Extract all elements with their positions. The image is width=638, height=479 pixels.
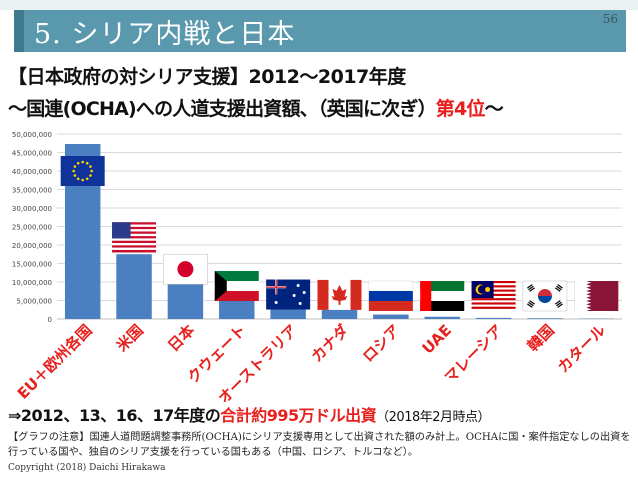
- headline-line2-prefix: ～国連(OCHA)への人道支援出資額、（英国に次ぎ）: [8, 98, 437, 120]
- x-tick-label: カナダ: [308, 321, 353, 366]
- x-tick-label: 日本: [164, 321, 198, 355]
- qatar-flag: [574, 281, 619, 311]
- x-tick-label: 米国: [113, 321, 147, 355]
- x-tick-label: 韓国: [524, 321, 558, 355]
- canada-flag: [317, 279, 362, 310]
- us-flag: [112, 222, 157, 253]
- y-tick-label: 20,000,000: [12, 242, 52, 250]
- bar-6: [373, 314, 409, 319]
- bar-8: [475, 317, 512, 319]
- summary-prefix: ⇒2012、13、16、17年度の: [8, 406, 221, 425]
- title-bar: [14, 10, 626, 52]
- summary-highlight: 合計約995万ドル出資: [220, 406, 377, 425]
- y-tick-label: 45,000,000: [12, 150, 52, 158]
- y-tick-label: 35,000,000: [12, 187, 52, 195]
- uae-flag: [420, 281, 465, 311]
- y-tick-label: 10,000,000: [12, 279, 52, 287]
- australia-flag: [266, 279, 311, 310]
- headline-rank-highlight: 第4位: [435, 98, 486, 120]
- y-tick-label: 40,000,000: [12, 168, 52, 176]
- bar-1: [116, 254, 152, 319]
- headline-line1: 【日本政府の対シリア支援】2012～2017年度: [8, 66, 406, 88]
- slide-title: 5. シリア内戦と日本: [34, 19, 296, 50]
- bar-7: [424, 316, 460, 319]
- russia-flag: [368, 280, 414, 311]
- bar-2: [167, 282, 204, 319]
- japan-flag: [163, 253, 208, 285]
- summary-date: （2018年2月時点）: [376, 410, 491, 425]
- y-tick-label: 5,000,000: [16, 298, 52, 306]
- bar-3: [219, 299, 255, 319]
- x-tick-label: カタール: [554, 321, 609, 376]
- donation-bar-chart: 0 5,000,000 10,000,000 15,000,000 20,000,000…: [12, 131, 622, 402]
- top-decoration: [0, 0, 638, 10]
- y-tick-label: 0: [48, 316, 52, 324]
- bar-4: [270, 307, 306, 319]
- korea-flag: [522, 280, 568, 312]
- copyright: Copyright (2018) Daichi Hirakawa: [8, 463, 166, 473]
- y-tick-label: 30,000,000: [12, 205, 52, 213]
- graph-note: 【グラフの注意】国連人道問題調整事務所(OCHA)にシリア支援専用として出資され…: [8, 432, 631, 458]
- kuwait-flag: [214, 271, 259, 302]
- eu-flag: [60, 155, 105, 186]
- headline-line2-suffix: ～: [484, 98, 504, 120]
- bar-5: [321, 307, 358, 319]
- summary-line: ⇒2012、13、16、17年度の合計約995万ドル出資（2018年2月時点）: [8, 402, 491, 426]
- y-tick-label: 25,000,000: [12, 224, 52, 232]
- x-tick-label: ロシア: [359, 321, 404, 366]
- bar-9: [527, 318, 563, 319]
- x-tick-label: UAE: [419, 321, 455, 357]
- title-bar-accent: [14, 10, 24, 52]
- y-tick-label: 15,000,000: [12, 261, 52, 269]
- page-number: 56: [602, 12, 618, 26]
- headline-line2: ～国連(OCHA)への人道支援出資額、（英国に次ぎ）第4位～: [8, 94, 504, 121]
- malaysia-flag: [471, 281, 516, 312]
- x-tick-label: EU＋欧州各国: [14, 321, 96, 402]
- y-tick-label: 50,000,000: [12, 131, 52, 139]
